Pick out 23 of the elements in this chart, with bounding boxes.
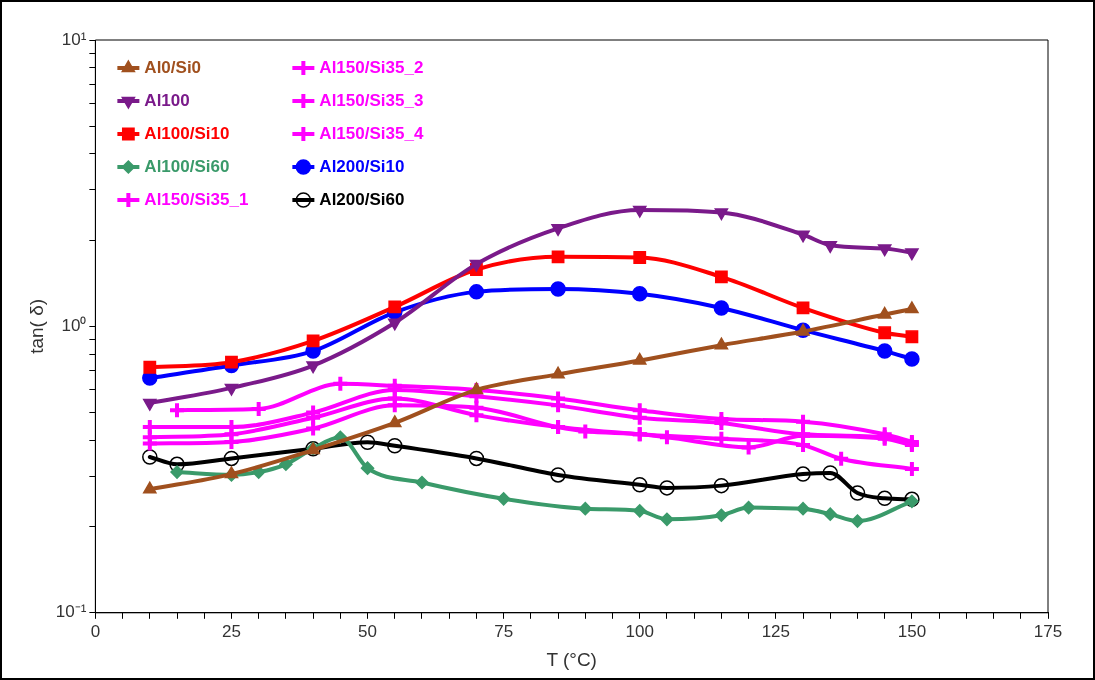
x-tick-label: 100	[625, 621, 654, 641]
legend-label: Al150/Si35_2	[319, 57, 424, 77]
y-tick-label: 10⁻¹	[55, 602, 87, 622]
legend-label: Al150/Si35_3	[319, 90, 424, 110]
legend-label: Al200/Si60	[319, 189, 405, 209]
legend-label: Al200/Si10	[319, 156, 405, 176]
x-tick-label: 175	[1033, 621, 1063, 641]
y-tick-label: 10⁰	[61, 316, 87, 336]
x-tick-label: 150	[897, 621, 927, 641]
x-tick-label: 50	[358, 621, 378, 641]
legend-label: Al150/Si35_4	[319, 123, 424, 143]
legend-label: Al100/Si10	[144, 123, 230, 143]
legend-label: Al150/Si35_1	[144, 189, 249, 209]
y-axis-title: tan( δ)	[25, 298, 47, 354]
y-tick-label: 10¹	[61, 29, 87, 49]
legend-label: Al0/Si0	[144, 57, 202, 77]
x-tick-label: 0	[90, 621, 101, 641]
x-tick-label: 25	[222, 621, 241, 641]
x-tick-label: 75	[494, 621, 514, 641]
legend-label: Al100/Si60	[144, 156, 230, 176]
legend-label: Al100	[144, 90, 190, 110]
x-axis-title: T (°C)	[546, 648, 597, 670]
x-tick-label: 125	[761, 621, 791, 641]
